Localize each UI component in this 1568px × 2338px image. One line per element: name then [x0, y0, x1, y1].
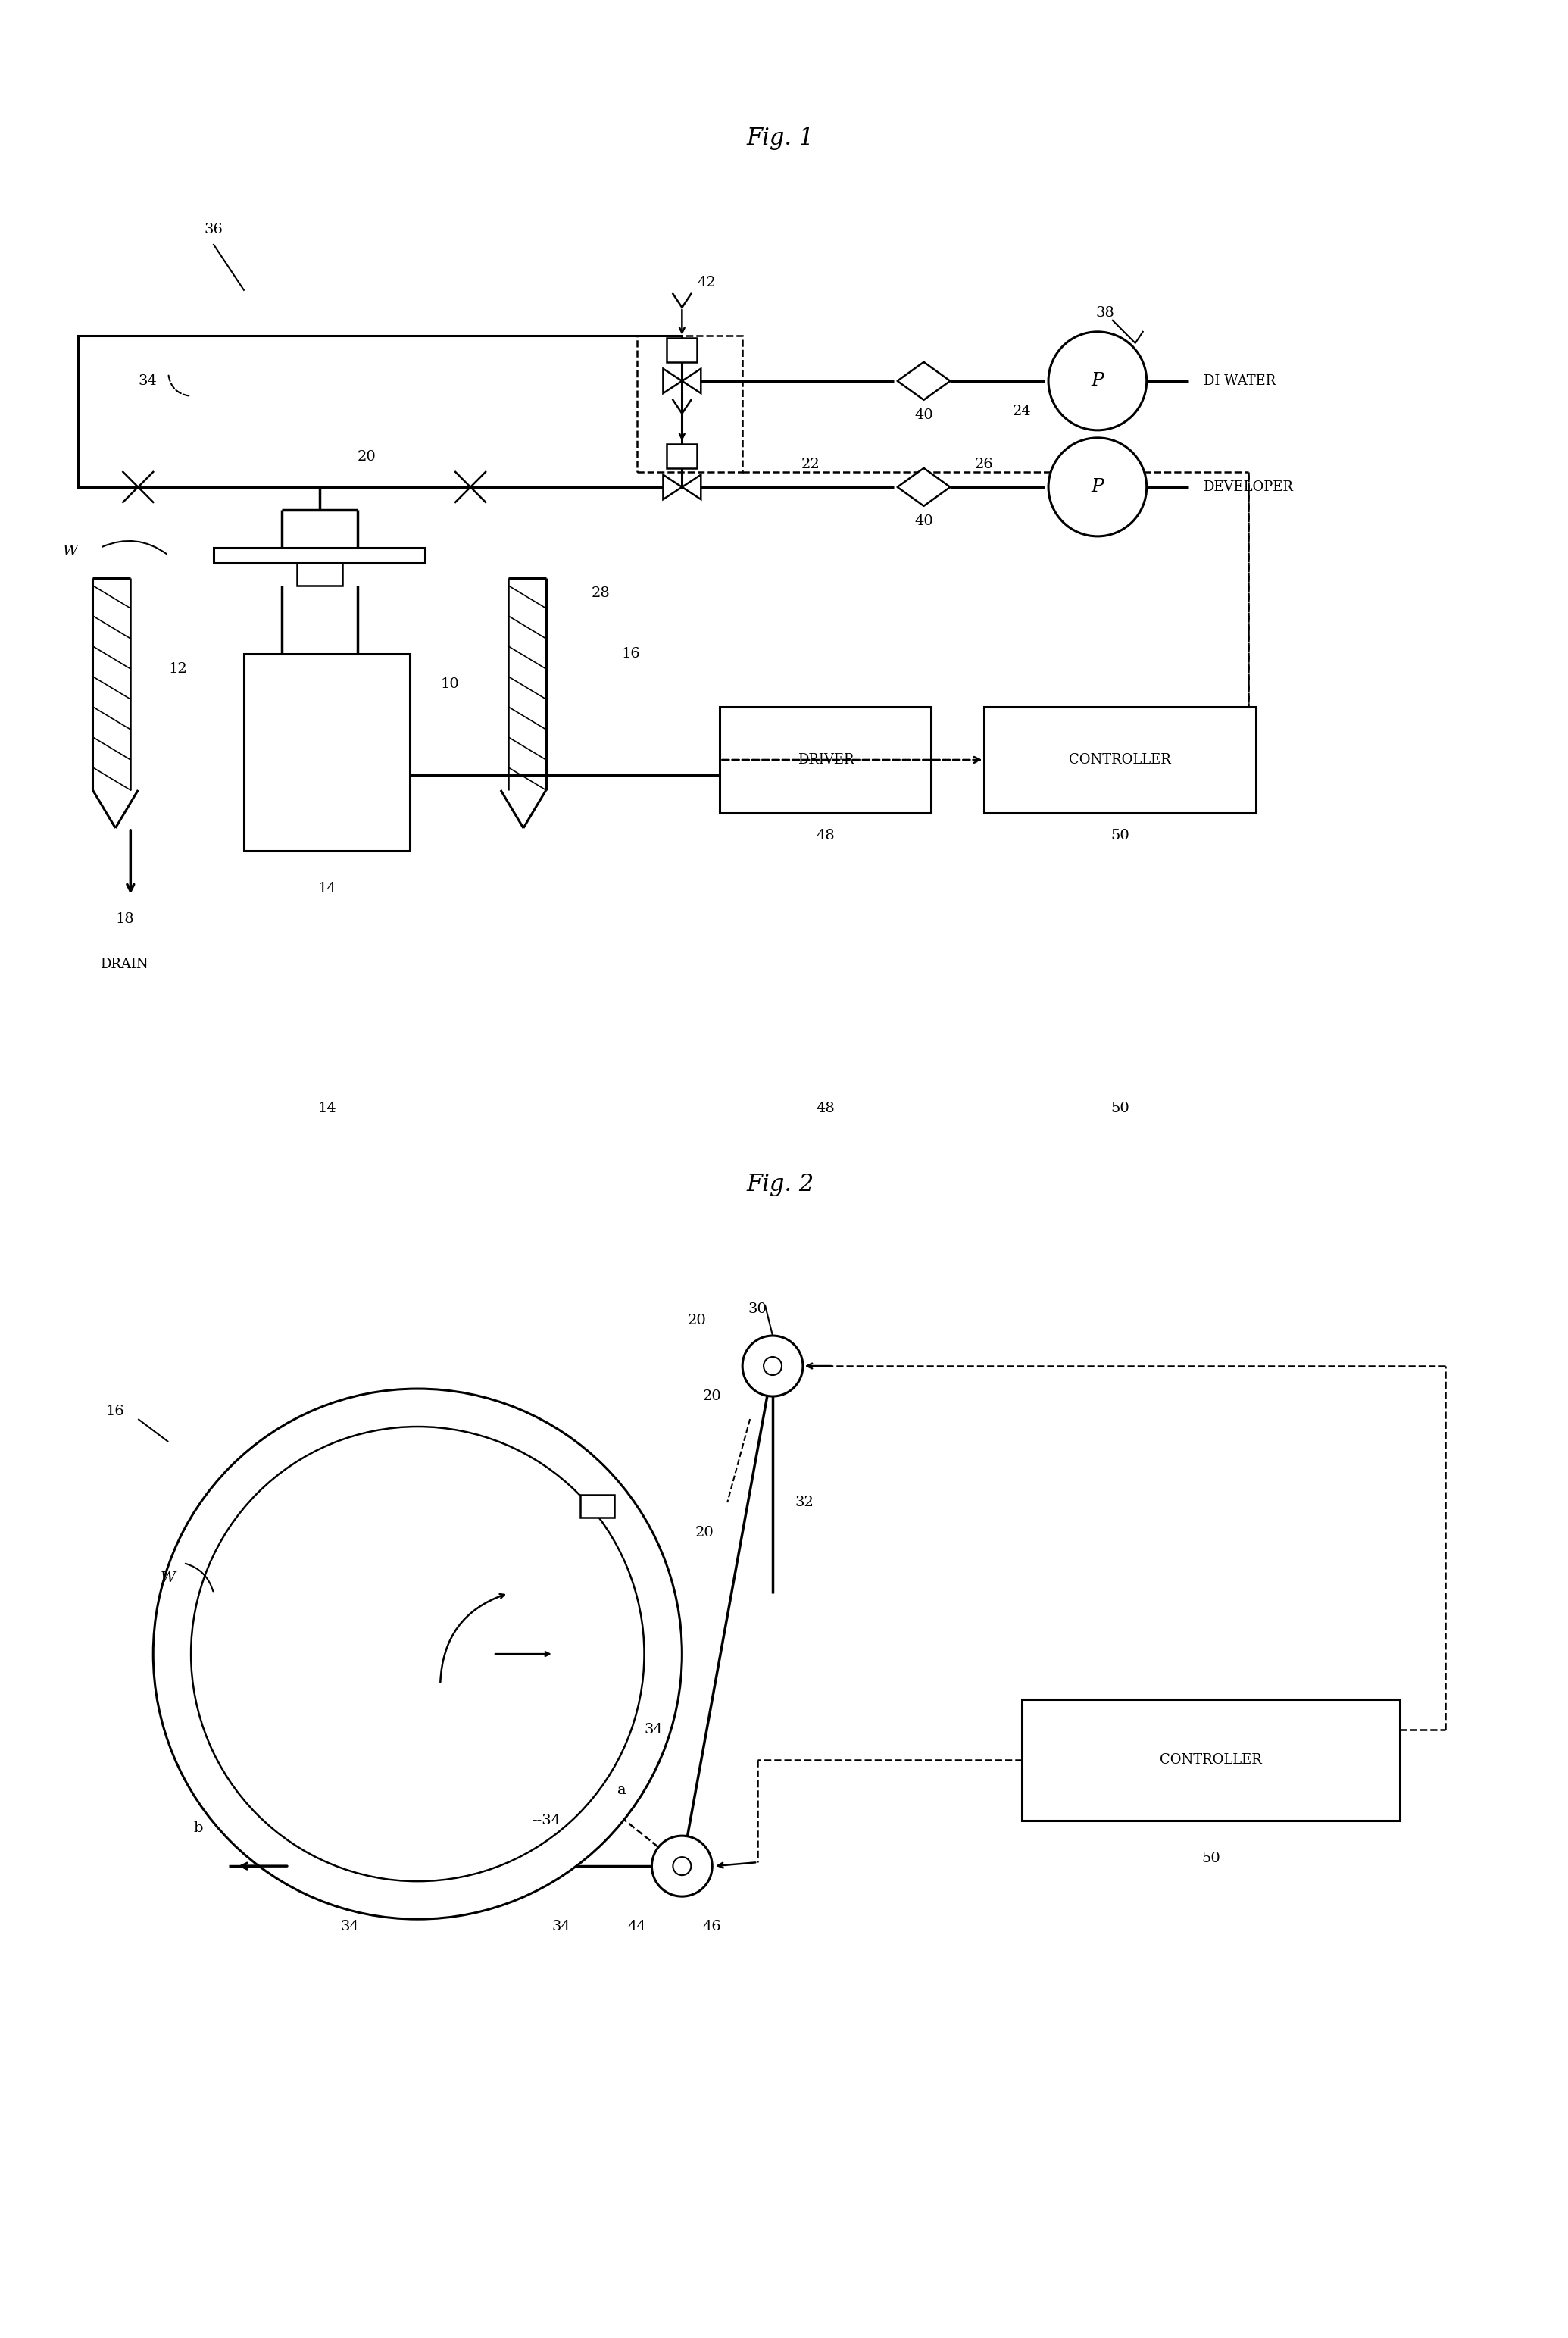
Circle shape [743, 1335, 803, 1396]
Text: 30: 30 [748, 1302, 767, 1316]
Bar [666, 444, 698, 468]
Text: DRAIN: DRAIN [100, 959, 149, 970]
Text: 34: 34 [552, 1919, 571, 1934]
Circle shape [652, 1835, 712, 1896]
Polygon shape [897, 468, 950, 505]
Circle shape [764, 1356, 782, 1375]
Text: DEVELOPER: DEVELOPER [1203, 479, 1294, 493]
Text: --34: --34 [532, 1814, 560, 1828]
Polygon shape [663, 369, 682, 393]
Polygon shape [682, 475, 701, 500]
Text: 50: 50 [1201, 1852, 1220, 1866]
Text: DRIVER: DRIVER [798, 753, 853, 767]
Text: 10: 10 [441, 678, 459, 690]
Text: 20: 20 [358, 449, 376, 463]
Polygon shape [663, 475, 682, 500]
Bar [720, 706, 931, 814]
Bar [666, 337, 698, 362]
Text: 20: 20 [702, 1389, 721, 1403]
Bar [1022, 1700, 1400, 1821]
Text: 40: 40 [914, 514, 933, 528]
Bar [580, 1494, 615, 1517]
Text: P: P [1091, 479, 1104, 496]
Text: 20: 20 [688, 1314, 707, 1328]
Bar [213, 547, 425, 563]
Text: 14: 14 [318, 1101, 336, 1115]
Text: 18: 18 [116, 912, 135, 926]
Text: W: W [63, 545, 78, 559]
Text: 34: 34 [340, 1919, 359, 1934]
Text: Fig. 1: Fig. 1 [746, 126, 814, 150]
Text: 50: 50 [1110, 828, 1129, 842]
Polygon shape [682, 369, 701, 393]
Text: 38: 38 [1096, 306, 1115, 320]
Bar [637, 337, 743, 472]
Text: 42: 42 [698, 276, 717, 290]
Text: 32: 32 [795, 1496, 814, 1510]
Text: a: a [618, 1784, 626, 1798]
Text: CONTROLLER: CONTROLLER [1069, 753, 1171, 767]
Circle shape [1049, 437, 1146, 535]
Text: CONTROLLER: CONTROLLER [1160, 1754, 1262, 1768]
Text: 34: 34 [138, 374, 157, 388]
Text: W: W [162, 1571, 176, 1585]
Text: 36: 36 [204, 222, 223, 236]
Text: b: b [194, 1821, 204, 1835]
Text: 24: 24 [1013, 404, 1032, 419]
Text: 44: 44 [627, 1919, 646, 1934]
Circle shape [673, 1856, 691, 1875]
Bar [245, 655, 411, 851]
Text: 14: 14 [318, 881, 336, 895]
Bar [78, 337, 682, 486]
Bar [985, 706, 1256, 814]
Polygon shape [897, 362, 950, 400]
Circle shape [154, 1389, 682, 1919]
Text: 34: 34 [644, 1723, 663, 1737]
Text: P: P [1091, 372, 1104, 390]
Bar [296, 563, 342, 584]
Text: 16: 16 [107, 1405, 125, 1419]
Text: 28: 28 [591, 587, 610, 601]
Text: 12: 12 [168, 662, 187, 676]
Text: 46: 46 [702, 1919, 721, 1934]
Text: 48: 48 [817, 828, 834, 842]
Text: 20: 20 [695, 1527, 713, 1538]
Circle shape [1049, 332, 1146, 430]
Text: 16: 16 [621, 648, 640, 662]
Text: 26: 26 [975, 458, 994, 472]
Text: 48: 48 [817, 1101, 834, 1115]
Text: 22: 22 [801, 458, 820, 472]
Circle shape [191, 1426, 644, 1882]
Text: DI WATER: DI WATER [1203, 374, 1275, 388]
Text: 40: 40 [914, 409, 933, 421]
Text: Fig. 2: Fig. 2 [746, 1171, 814, 1197]
Text: 50: 50 [1110, 1101, 1129, 1115]
